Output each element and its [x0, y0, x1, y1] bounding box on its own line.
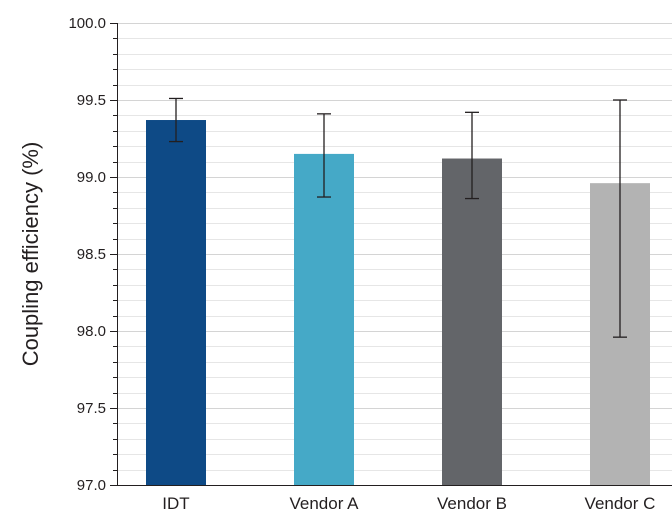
bar: [146, 120, 206, 486]
category-label: Vendor B: [437, 494, 507, 513]
bar: [294, 153, 354, 485]
y-tick-label: 99.0: [77, 169, 106, 186]
y-tick-label: 99.5: [77, 92, 106, 109]
category-label: Vendor C: [585, 494, 656, 513]
y-tick-label: 98.5: [77, 246, 106, 263]
grid-lines: [117, 23, 672, 486]
y-axis-ticks: [110, 23, 117, 486]
y-tick-labels: 97.0 97.5 98.0 98.5 99.0 99.5 100.0: [68, 15, 106, 494]
bars: [146, 120, 650, 486]
category-label: IDT: [162, 494, 189, 513]
y-tick-label: 100.0: [68, 15, 106, 32]
y-tick-label: 97.5: [77, 400, 106, 417]
bar: [442, 158, 502, 485]
category-label: Vendor A: [289, 494, 359, 513]
y-tick-label: 98.0: [77, 323, 106, 340]
y-tick-label: 97.0: [77, 477, 106, 494]
category-labels: IDT Vendor A Vendor B Vendor C: [162, 494, 655, 513]
error-bars: [169, 97, 627, 338]
y-axis-title: Coupling efficiency (%): [18, 142, 43, 367]
